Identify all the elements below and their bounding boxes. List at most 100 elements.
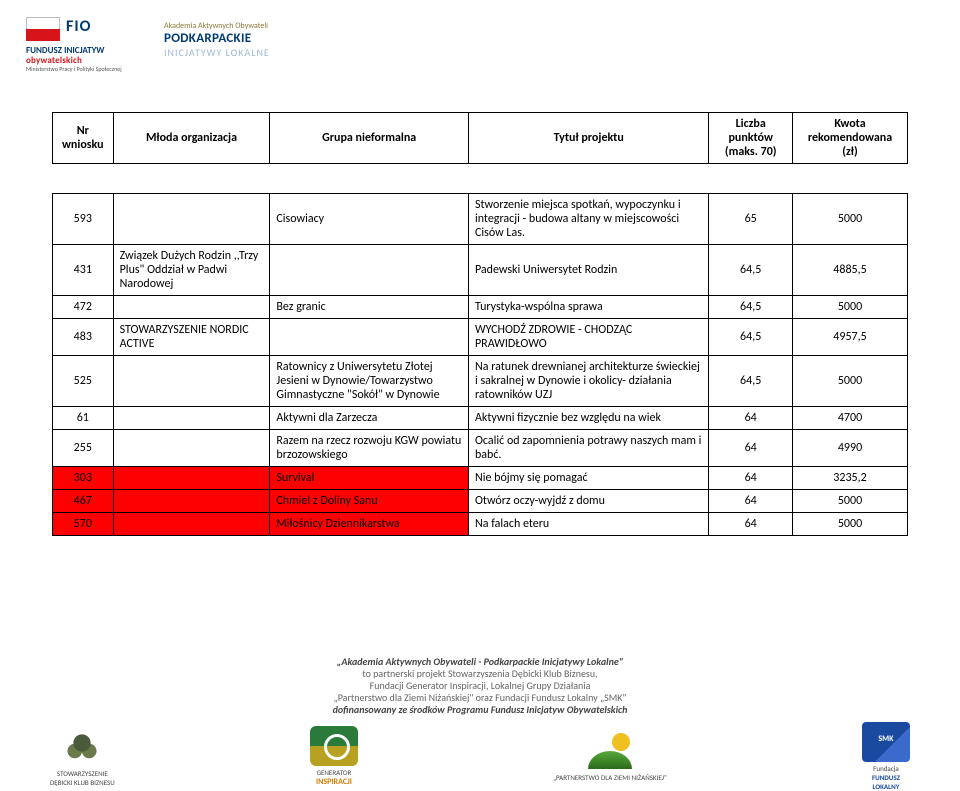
cell-org	[113, 513, 270, 536]
footer-line5: dofinansowany ze środków Programu Fundus…	[333, 703, 628, 716]
smk-l1: Fundacja	[873, 764, 899, 773]
cell-title: Turystyka-wspólna sprawa	[468, 296, 708, 319]
col-kw: Kwota rekomendowana (zł)	[792, 113, 907, 164]
cell-grp: Razem na rzecz rozwoju KGW powiatu brzoz…	[270, 430, 469, 467]
footer-logos: STOWARZYSZENIE DĘBICKI KLUB BIZNESU GENE…	[30, 722, 930, 791]
cell-org	[113, 430, 270, 467]
footer-text: „Akademia Aktywnych Obywateli - Podkarpa…	[30, 656, 930, 716]
cell-pts: 64,5	[709, 296, 793, 319]
header-logos: FIO FUNDUSZ INICJATYW obywatelskich Mini…	[24, 8, 936, 72]
cell-nr: 570	[53, 513, 114, 536]
cell-pts: 64,5	[709, 319, 793, 356]
cell-pts: 64	[709, 430, 793, 467]
footer: „Akademia Aktywnych Obywateli - Podkarpa…	[30, 652, 930, 764]
cell-grp: Miłośnicy Dziennikarstwa	[270, 513, 469, 536]
cell-kw: 5000	[792, 513, 907, 536]
pil-sub: INICJATYWY LOKALNE	[164, 46, 270, 59]
col-grp: Grupa nieformalna	[270, 113, 469, 164]
cell-kw: 5000	[792, 296, 907, 319]
fio-ministry: Ministerstwo Pracy i Polityki Społecznej	[26, 65, 122, 73]
smk-l3: LOKALNY	[873, 782, 900, 791]
cell-title: Aktywni fizycznie bez względu na wiek	[468, 407, 708, 430]
cell-kw: 4885,5	[792, 245, 907, 296]
cell-title: WYCHODŹ ZDROWIE - CHODZĄC PRAWIDŁOWO	[468, 319, 708, 356]
table-row: 303SurvivalNie bójmy się pomagać643235,2	[53, 467, 908, 490]
cell-org	[113, 296, 270, 319]
gen-l2: INSPIRACJI	[316, 777, 352, 787]
cell-pts: 64	[709, 513, 793, 536]
footer-logo-generator: GENERATOR INSPIRACJI	[310, 726, 358, 787]
pil-title: PODKARPACKIE	[164, 31, 270, 46]
cell-kw: 5000	[792, 490, 907, 513]
col-pts: Liczba punktów (maks. 70)	[709, 113, 793, 164]
footer-logo-smk: Fundacja FUNDUSZ LOKALNY	[862, 722, 910, 791]
cell-title: Padewski Uniwersytet Rodzin	[468, 245, 708, 296]
table-header: Nr wniosku Młoda organizacja Grupa niefo…	[53, 113, 908, 164]
cell-title: Nie bójmy się pomagać	[468, 467, 708, 490]
cell-nr: 255	[53, 430, 114, 467]
pil-top: Akademia Aktywnych Obywateli	[164, 21, 270, 31]
footer-logo-stow: STOWARZYSZENIE DĘBICKI KLUB BIZNESU	[50, 727, 115, 787]
cell-grp: Bez granic	[270, 296, 469, 319]
smk-l2: FUNDUSZ	[872, 773, 900, 782]
cell-pts: 64	[709, 490, 793, 513]
cell-title: Stworzenie miejsca spotkań, wypoczynku i…	[468, 194, 708, 245]
partnerstwo-icon	[586, 731, 634, 771]
col-org: Młoda organizacja	[113, 113, 270, 164]
cell-pts: 64,5	[709, 356, 793, 407]
col-title: Tytuł projektu	[468, 113, 708, 164]
cell-kw: 4700	[792, 407, 907, 430]
cell-org	[113, 490, 270, 513]
stow-l2: DĘBICKI KLUB BIZNESU	[50, 778, 115, 787]
cell-nr: 525	[53, 356, 114, 407]
stow-icon	[58, 727, 106, 767]
table-row: 525Ratownicy z Uniwersytetu Złotej Jesie…	[53, 356, 908, 407]
cell-grp: Aktywni dla Zarzecza	[270, 407, 469, 430]
main-table: Nr wniosku Młoda organizacja Grupa niefo…	[52, 112, 908, 536]
table-row: 431Związek Dużych Rodzin ,,Trzy Plus" Od…	[53, 245, 908, 296]
flag-icon	[26, 17, 60, 41]
cell-pts: 65	[709, 194, 793, 245]
cell-pts: 64	[709, 407, 793, 430]
cell-org: Związek Dużych Rodzin ,,Trzy Plus" Oddzi…	[113, 245, 270, 296]
table-row: 593CisowiacyStworzenie miejsca spotkań, …	[53, 194, 908, 245]
cell-grp: Chmiel z Doliny Sanu	[270, 490, 469, 513]
cell-org: STOWARZYSZENIE NORDIC ACTIVE	[113, 319, 270, 356]
cell-org	[113, 467, 270, 490]
cell-title: Na ratunek drewnianej architekturze świe…	[468, 356, 708, 407]
cell-pts: 64	[709, 467, 793, 490]
table-row: 467 Chmiel z Doliny SanuOtwórz oczy-wyjdź…	[53, 490, 908, 513]
cell-title: Ocalić od zapomnienia potrawy naszych ma…	[468, 430, 708, 467]
table-row: 570Miłośnicy DziennikarstwaNa falach ete…	[53, 513, 908, 536]
pil-logo: Akademia Aktywnych Obywateli PODKARPACKI…	[164, 21, 270, 59]
cell-org	[113, 407, 270, 430]
cell-nr: 483	[53, 319, 114, 356]
table-row: 483STOWARZYSZENIE NORDIC ACTIVE WYCHODŹ Z…	[53, 319, 908, 356]
fio-main-text: FIO	[66, 17, 91, 36]
partn-l1: „PARTNERSTWO DLA ZIEMI NIŻAŃSKIEJ"	[553, 773, 667, 782]
cell-grp: Cisowiacy	[270, 194, 469, 245]
generator-icon	[310, 726, 358, 766]
cell-grp	[270, 245, 469, 296]
cell-kw: 4957,5	[792, 319, 907, 356]
cell-org	[113, 194, 270, 245]
cell-grp: Survival	[270, 467, 469, 490]
table-row: 255 Razem na rzecz rozwoju KGW powiatu br…	[53, 430, 908, 467]
footer-logo-partnerstwo: „PARTNERSTWO DLA ZIEMI NIŻAŃSKIEJ"	[553, 731, 667, 782]
cell-nr: 303	[53, 467, 114, 490]
main-table-wrap: Nr wniosku Młoda organizacja Grupa niefo…	[52, 112, 908, 536]
cell-pts: 64,5	[709, 245, 793, 296]
cell-title: Otwórz oczy-wyjdź z domu	[468, 490, 708, 513]
col-nr: Nr wniosku	[53, 113, 114, 164]
fio-logo: FIO FUNDUSZ INICJATYW obywatelskich Mini…	[24, 15, 124, 65]
cell-kw: 5000	[792, 194, 907, 245]
cell-grp	[270, 319, 469, 356]
cell-kw: 5000	[792, 356, 907, 407]
smk-icon	[862, 722, 910, 762]
cell-nr: 431	[53, 245, 114, 296]
cell-nr: 467	[53, 490, 114, 513]
cell-nr: 61	[53, 407, 114, 430]
stow-l1: STOWARZYSZENIE	[57, 769, 108, 778]
table-row: 472Bez granicTurystyka-wspólna sprawa64,…	[53, 296, 908, 319]
table-body: 593CisowiacyStworzenie miejsca spotkań, …	[53, 194, 908, 536]
